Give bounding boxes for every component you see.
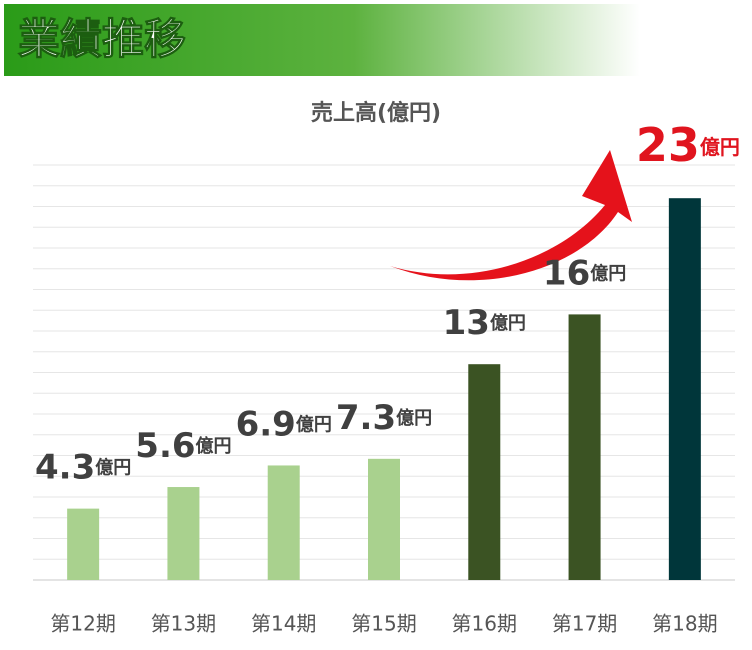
bar — [267, 465, 300, 580]
value-label: 16億円 — [543, 253, 626, 293]
value-label: 6.9億円 — [236, 404, 332, 444]
value-label: 23億円 — [636, 118, 740, 172]
bar — [167, 487, 200, 580]
x-tick-label: 第12期 — [50, 612, 115, 636]
value-label: 7.3億円 — [336, 397, 432, 437]
bar — [568, 314, 601, 580]
bar — [668, 198, 701, 580]
x-tick-label: 第16期 — [452, 612, 517, 636]
header-title: 業績推移 — [18, 15, 186, 64]
header-banner — [4, 4, 640, 76]
x-tick-label: 第14期 — [251, 612, 316, 636]
value-label: 4.3億円 — [35, 447, 131, 487]
x-tick-label: 第17期 — [552, 612, 617, 636]
bar — [368, 458, 400, 580]
value-label: 5.6億円 — [135, 426, 231, 466]
x-tick-label: 第13期 — [151, 612, 216, 636]
x-tick-label: 第18期 — [652, 612, 717, 636]
chart-title: 売上高(億円) — [311, 100, 441, 126]
x-tick-label: 第15期 — [351, 612, 416, 636]
growth-arrow — [390, 150, 632, 281]
bar — [67, 508, 100, 580]
value-label: 13億円 — [443, 303, 526, 343]
bars — [67, 198, 701, 580]
bar — [468, 364, 501, 580]
